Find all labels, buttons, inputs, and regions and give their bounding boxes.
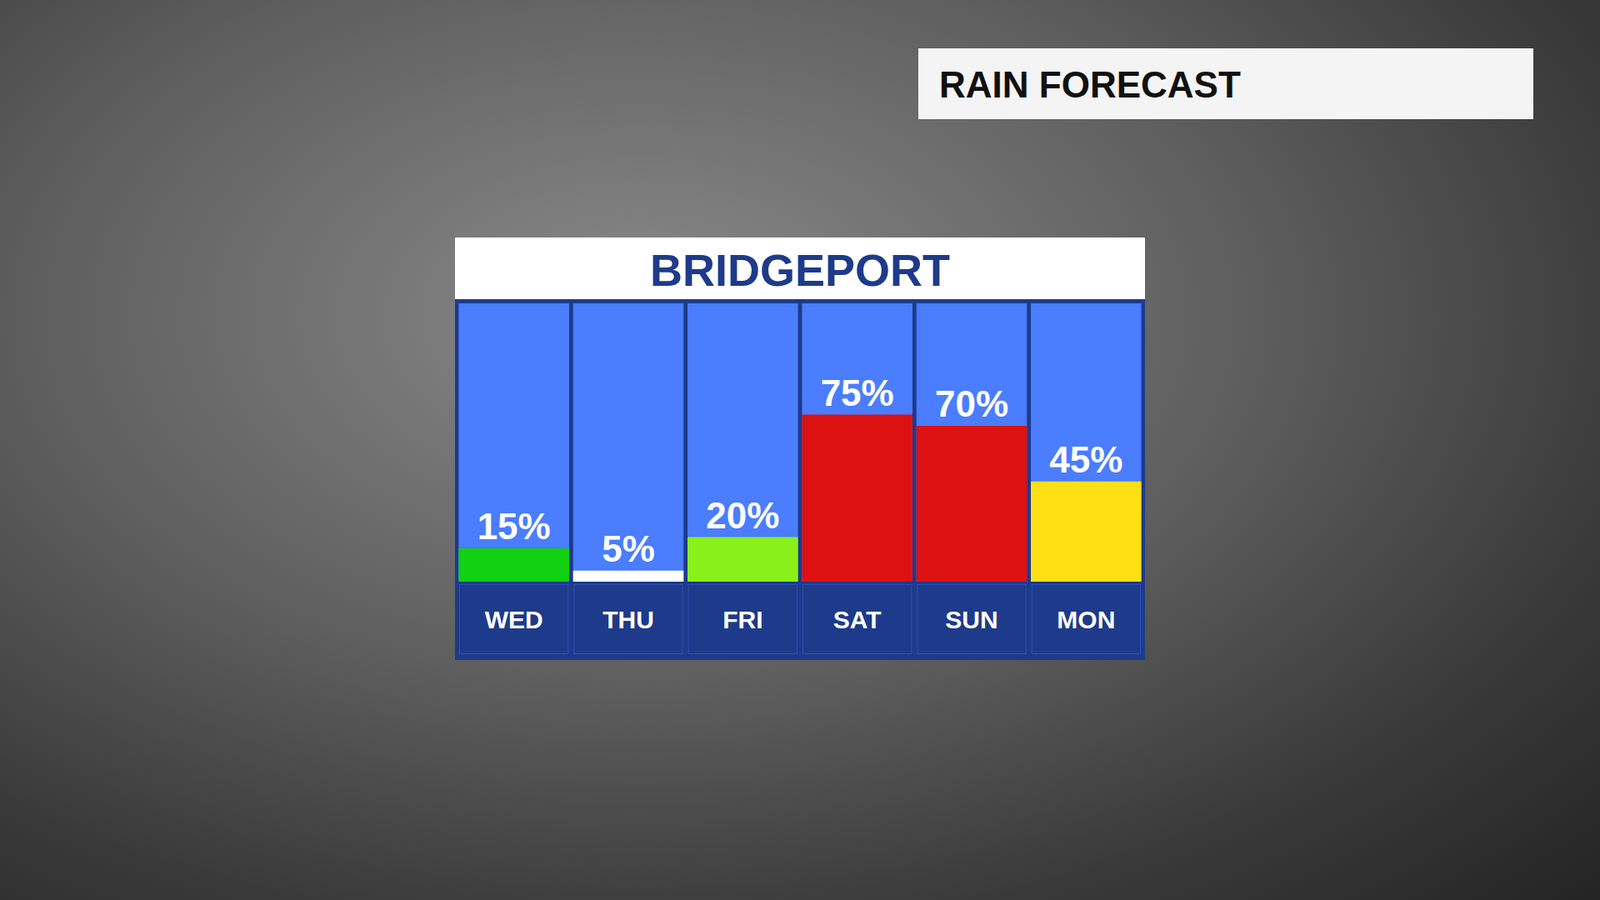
svg-text:THU: THU xyxy=(602,605,655,634)
svg-text:SUN: SUN xyxy=(945,605,998,634)
svg-text:75%: 75% xyxy=(820,372,895,414)
svg-text:MON: MON xyxy=(1056,605,1115,634)
svg-text:WED: WED xyxy=(485,605,544,634)
svg-text:5%: 5% xyxy=(601,528,655,570)
svg-text:20%: 20% xyxy=(705,495,780,536)
svg-text:15%: 15% xyxy=(477,505,551,547)
svg-text:FRI: FRI xyxy=(722,605,763,634)
svg-text:70%: 70% xyxy=(935,383,1009,425)
svg-text:45%: 45% xyxy=(1049,439,1123,480)
svg-text:RAIN FORECAST: RAIN FORECAST xyxy=(939,64,1241,105)
svg-text:BRIDGEPORT: BRIDGEPORT xyxy=(650,245,950,295)
svg-text:SAT: SAT xyxy=(833,605,882,634)
